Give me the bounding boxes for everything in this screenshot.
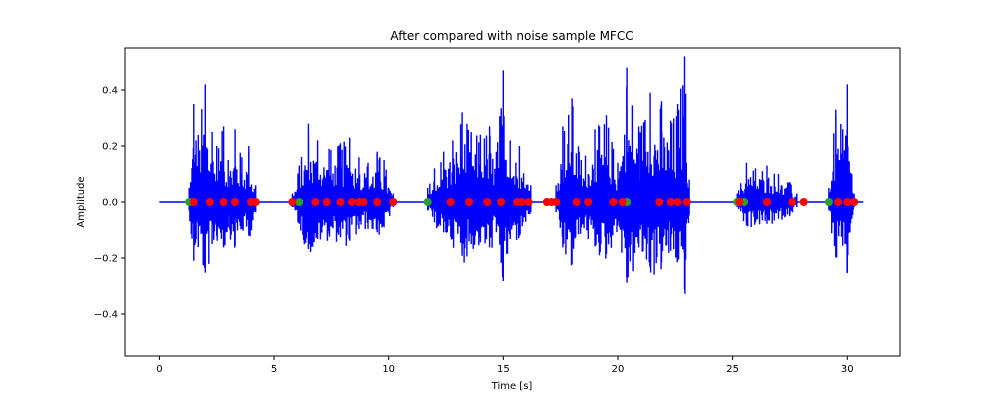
chart-title: After compared with noise sample MFCC (390, 29, 633, 43)
red-marker (336, 198, 345, 206)
red-marker (788, 198, 797, 206)
red-marker (834, 198, 843, 206)
red-marker (189, 198, 198, 206)
x-tick-label: 10 (382, 364, 395, 375)
red-marker (231, 198, 240, 206)
red-marker (389, 198, 398, 206)
green-marker (824, 198, 833, 206)
red-marker (584, 198, 593, 206)
red-marker (609, 198, 618, 206)
red-marker (219, 198, 228, 206)
plot-area (159, 56, 864, 294)
red-marker (552, 198, 561, 206)
x-axis-label: Time [s] (491, 381, 533, 392)
x-tick-label: 20 (612, 364, 625, 375)
waveform-segment (427, 70, 532, 281)
red-marker (763, 198, 772, 206)
red-marker (205, 198, 214, 206)
red-marker (373, 198, 382, 206)
y-tick-label: −0.4 (94, 310, 118, 321)
red-marker (483, 198, 492, 206)
red-marker (618, 198, 627, 206)
red-marker (446, 198, 455, 206)
red-marker (843, 198, 852, 206)
red-marker (799, 198, 808, 206)
x-tick-label: 5 (271, 364, 277, 375)
waveform-segment (555, 56, 690, 294)
y-tick-label: 0.4 (102, 86, 118, 97)
red-marker (497, 198, 506, 206)
red-marker (311, 198, 320, 206)
y-tick-label: 0.2 (102, 142, 118, 153)
red-marker (850, 198, 859, 206)
red-marker (666, 198, 675, 206)
red-marker (322, 198, 331, 206)
red-marker (572, 198, 581, 206)
x-tick-label: 30 (841, 364, 854, 375)
waveform-segment (188, 84, 257, 273)
x-tick-label: 25 (726, 364, 739, 375)
red-marker (251, 198, 260, 206)
green-marker (423, 198, 432, 206)
y-tick-label: 0.0 (102, 198, 118, 209)
waveform-segment (736, 162, 798, 227)
y-axis-label: Amplitude (76, 176, 87, 227)
red-marker (517, 198, 526, 206)
x-tick-label: 15 (497, 364, 510, 375)
red-marker (347, 198, 356, 206)
red-marker (359, 198, 368, 206)
red-marker (464, 198, 473, 206)
red-marker (288, 198, 297, 206)
x-tick-label: 0 (156, 364, 162, 375)
ticks: 0 5 10 15 20 25 30 −0.4 −0.2 0.0 0.2 0.4 (94, 86, 854, 376)
green-marker (295, 198, 304, 206)
red-marker (655, 198, 664, 206)
red-marker (524, 198, 533, 206)
y-tick-label: −0.2 (94, 254, 118, 265)
waveform-segment (828, 84, 855, 274)
red-marker (673, 198, 682, 206)
red-marker (682, 198, 691, 206)
waveform-segment (291, 123, 394, 252)
red-marker (735, 198, 744, 206)
